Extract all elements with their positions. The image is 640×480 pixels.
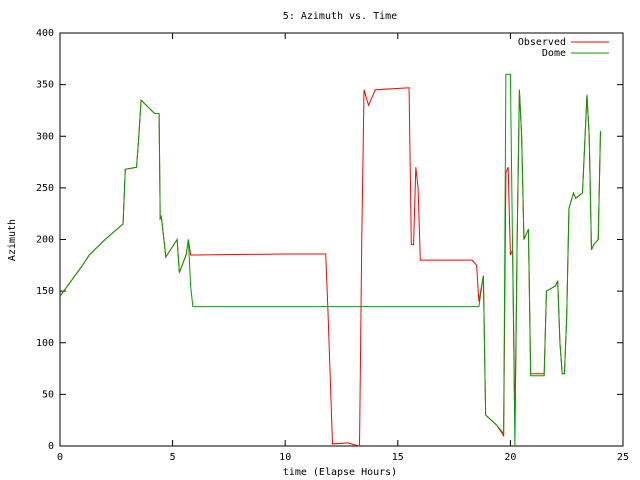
series-line	[59, 73, 601, 447]
x-tick-label: 0	[57, 452, 63, 463]
y-tick-label: 350	[36, 80, 54, 91]
legend-label: Observed	[518, 37, 566, 48]
x-tick-label: 5	[170, 452, 176, 463]
plot-frame	[59, 32, 624, 447]
y-tick-label: 150	[36, 286, 54, 297]
chart-title: 5: Azimuth vs. Time	[283, 11, 397, 22]
y-tick-label: 50	[42, 389, 54, 400]
legend-label: Dome	[542, 48, 566, 59]
series-line	[59, 87, 601, 447]
y-tick-label: 300	[36, 131, 54, 142]
x-axis-label: time (Elapse Hours)	[283, 467, 397, 478]
y-tick-label: 250	[36, 183, 54, 194]
y-tick-label: 200	[36, 235, 54, 246]
x-tick-label: 10	[279, 452, 291, 463]
x-tick-label: 15	[392, 452, 404, 463]
y-tick-label: 100	[36, 338, 54, 349]
y-axis-label: Azimuth	[7, 219, 18, 261]
y-tick-label: 400	[36, 28, 54, 39]
y-tick-label: 0	[48, 441, 54, 452]
x-tick-label: 20	[504, 452, 516, 463]
x-tick-label: 25	[617, 452, 629, 463]
